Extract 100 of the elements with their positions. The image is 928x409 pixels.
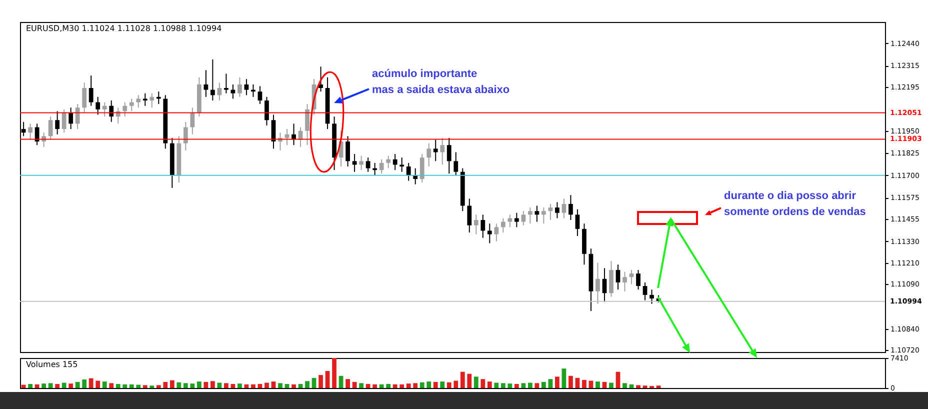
bar xyxy=(636,385,640,388)
bar xyxy=(170,380,174,388)
bar xyxy=(217,382,222,388)
bar xyxy=(68,384,74,388)
bar xyxy=(238,384,242,388)
bar xyxy=(136,384,141,388)
candlestick xyxy=(609,260,614,298)
candlestick xyxy=(426,142,432,167)
bar xyxy=(318,375,323,388)
bar xyxy=(264,382,269,388)
candlestick xyxy=(542,207,546,224)
bar xyxy=(96,380,100,388)
bar xyxy=(230,384,236,388)
candlestick xyxy=(102,102,107,118)
bar xyxy=(596,382,600,388)
bar xyxy=(163,382,168,388)
bar xyxy=(258,384,262,388)
candlestick xyxy=(190,107,195,135)
bar xyxy=(562,368,566,388)
bar xyxy=(109,383,114,388)
bar xyxy=(55,384,60,388)
candlestick xyxy=(359,155,364,171)
candlestick xyxy=(494,223,499,242)
bar xyxy=(183,383,188,388)
bar xyxy=(582,380,586,388)
candlestick xyxy=(650,289,654,304)
bar xyxy=(271,382,276,388)
candlestick xyxy=(366,157,370,172)
candlestick xyxy=(555,202,560,219)
bar xyxy=(129,384,134,388)
bar xyxy=(88,378,94,388)
candlestick xyxy=(28,123,32,140)
bar xyxy=(48,383,53,388)
candlestick xyxy=(204,70,208,98)
candlestick xyxy=(96,96,100,116)
bar xyxy=(278,383,282,388)
chart-title: Volumes 155 xyxy=(26,360,78,369)
bar xyxy=(122,384,128,388)
candlestick xyxy=(406,162,411,182)
bar xyxy=(508,384,512,388)
candlestick xyxy=(467,198,472,233)
candlestick xyxy=(305,104,310,146)
bar xyxy=(292,384,296,388)
candlestick xyxy=(528,207,532,224)
candlestick xyxy=(454,152,458,176)
candlestick xyxy=(562,198,566,219)
candlestick xyxy=(210,58,215,101)
candlestick xyxy=(534,205,540,222)
bar xyxy=(521,383,526,388)
candlestick xyxy=(68,107,74,130)
bar xyxy=(346,379,350,388)
bar xyxy=(413,383,418,388)
bar xyxy=(386,384,391,388)
bar xyxy=(420,382,424,388)
bar xyxy=(500,383,506,388)
candlestick xyxy=(596,262,600,304)
bar xyxy=(440,382,445,388)
candlestick xyxy=(379,158,384,174)
bar xyxy=(426,382,432,388)
candlestick xyxy=(238,76,242,98)
candlestick xyxy=(575,208,580,237)
candlestick xyxy=(136,94,141,108)
bar xyxy=(392,384,398,388)
annotation: durante o dia posso abrir somente ordens de vendas xyxy=(724,190,866,218)
bar xyxy=(602,382,607,388)
bar xyxy=(28,384,32,388)
bar xyxy=(210,381,215,388)
candlestick xyxy=(433,139,438,162)
bar xyxy=(102,382,107,388)
candlestick xyxy=(568,194,573,220)
bar xyxy=(372,384,378,388)
candlestick xyxy=(400,157,404,172)
bar xyxy=(305,381,310,388)
candlestick xyxy=(264,96,269,126)
bar xyxy=(338,376,344,388)
bar xyxy=(542,382,546,388)
bar xyxy=(190,384,195,388)
candlestick xyxy=(258,86,262,105)
bar xyxy=(142,385,148,388)
annotation: acúmulo importante mas a saida estava abaixo xyxy=(372,68,510,96)
candlestick xyxy=(446,137,452,174)
candlestick xyxy=(122,102,128,118)
candlestick xyxy=(392,154,398,171)
candlestick xyxy=(500,218,506,233)
candlestick xyxy=(521,210,526,226)
bar xyxy=(366,384,370,388)
candlestick xyxy=(480,214,486,238)
candlestick xyxy=(514,212,519,228)
candlestick xyxy=(129,98,134,112)
candlestick xyxy=(48,116,53,140)
bar xyxy=(82,380,87,388)
bar xyxy=(467,374,472,388)
bar xyxy=(480,379,486,388)
bar xyxy=(487,382,492,388)
candlestick xyxy=(88,75,94,106)
candlestick xyxy=(142,92,148,106)
candlestick xyxy=(508,214,512,228)
candlestick xyxy=(244,78,249,96)
bar xyxy=(42,384,46,388)
candlestick xyxy=(346,136,350,167)
